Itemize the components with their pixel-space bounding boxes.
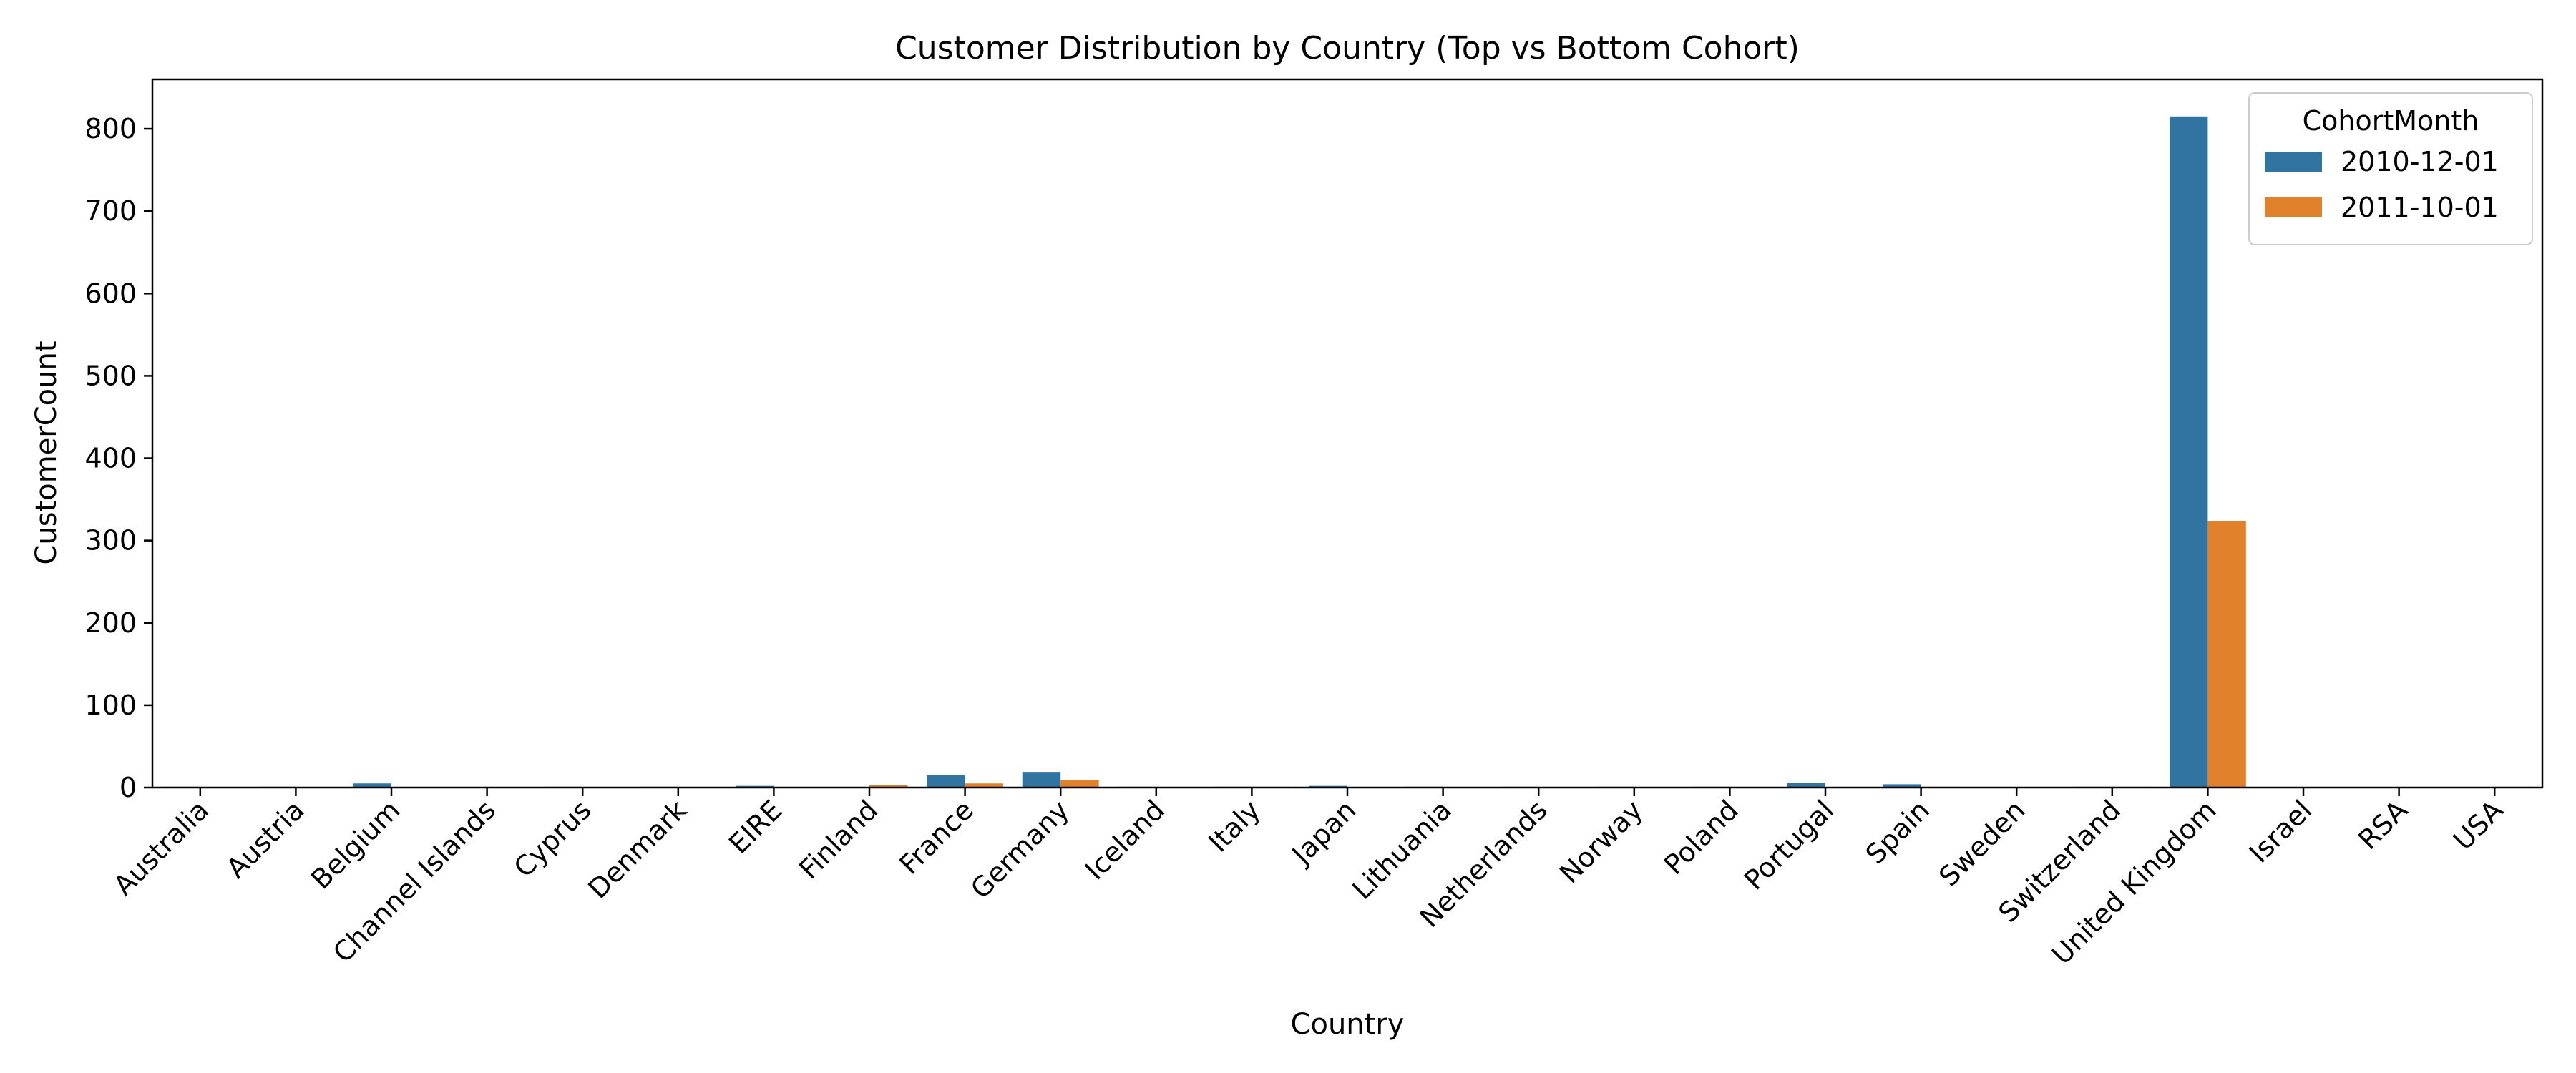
legend-swatch-2010-12-01 [2265,152,2322,172]
x-tick-label: EIRE [723,794,789,860]
bar-spain-2010-12-01 [1883,784,1921,788]
y-tick-label: 100 [84,690,137,721]
legend-label-2011-10-01: 2011-10-01 [2341,192,2499,223]
x-tick-label: Finland [793,794,884,885]
y-axis-label: CustomerCount [30,340,63,564]
y-tick-label: 0 [119,772,137,803]
x-axis-label: Country [1291,1008,1405,1041]
x-tick-label: United Kingdom [2046,794,2223,971]
x-tick-label: Austria [220,794,311,884]
x-tick-label: Cyprus [508,794,597,883]
x-tick-label: Israel [2243,794,2318,869]
y-tick-label: 300 [84,525,137,557]
bar-united-kingdom-2010-12-01 [2169,116,2208,788]
x-tick-label: Denmark [582,794,693,905]
x-tick-label: Channel Islands [327,794,502,969]
bar-france-2010-12-01 [927,775,965,788]
y-tick-label: 600 [84,278,137,309]
legend-label-2010-12-01: 2010-12-01 [2341,146,2499,177]
bar-finland-2011-10-01 [869,785,908,788]
bars-group [162,116,2533,788]
x-tick-label: Australia [107,794,215,901]
x-tick-label: USA [2447,794,2509,856]
y-tick-label: 200 [84,607,137,639]
x-tick-label: Portugal [1738,794,1840,896]
x-tick-label: Norway [1553,794,1649,889]
legend-title: CohortMonth [2303,105,2479,137]
x-tick-label: RSA [2352,794,2414,856]
x-tick-label: Spain [1860,794,1936,870]
y-tick-label: 700 [84,195,137,227]
chart-title: Customer Distribution by Country (Top vs… [895,30,1800,67]
bar-germany-2010-12-01 [1022,772,1061,788]
bar-united-kingdom-2011-10-01 [2207,521,2246,788]
x-tick-label: France [894,794,980,880]
x-tick-label: Sweden [1933,794,2031,892]
legend: CohortMonth 2010-12-01 2011-10-01 [2248,92,2533,245]
legend-swatch-2011-10-01 [2265,197,2322,217]
y-tick-label: 800 [84,113,137,144]
y-tick-label: 400 [84,443,137,474]
y-tick-label: 500 [84,360,137,391]
bar-belgium-2010-12-01 [353,783,391,788]
x-tick-label: Poland [1658,794,1745,881]
bar-germany-2011-10-01 [1060,780,1099,788]
x-tick-label: Italy [1202,794,1266,858]
x-tick-label: Germany [965,794,1075,905]
bar-portugal-2010-12-01 [1787,783,1825,788]
y-axis: 0 100 200 300 400 500 600 700 800 [84,113,152,803]
x-tick-label: Iceland [1079,794,1171,886]
x-tick-label: Belgium [305,794,406,895]
x-tick-label: Japan [1285,794,1362,871]
bar-france-2011-10-01 [965,783,1004,788]
